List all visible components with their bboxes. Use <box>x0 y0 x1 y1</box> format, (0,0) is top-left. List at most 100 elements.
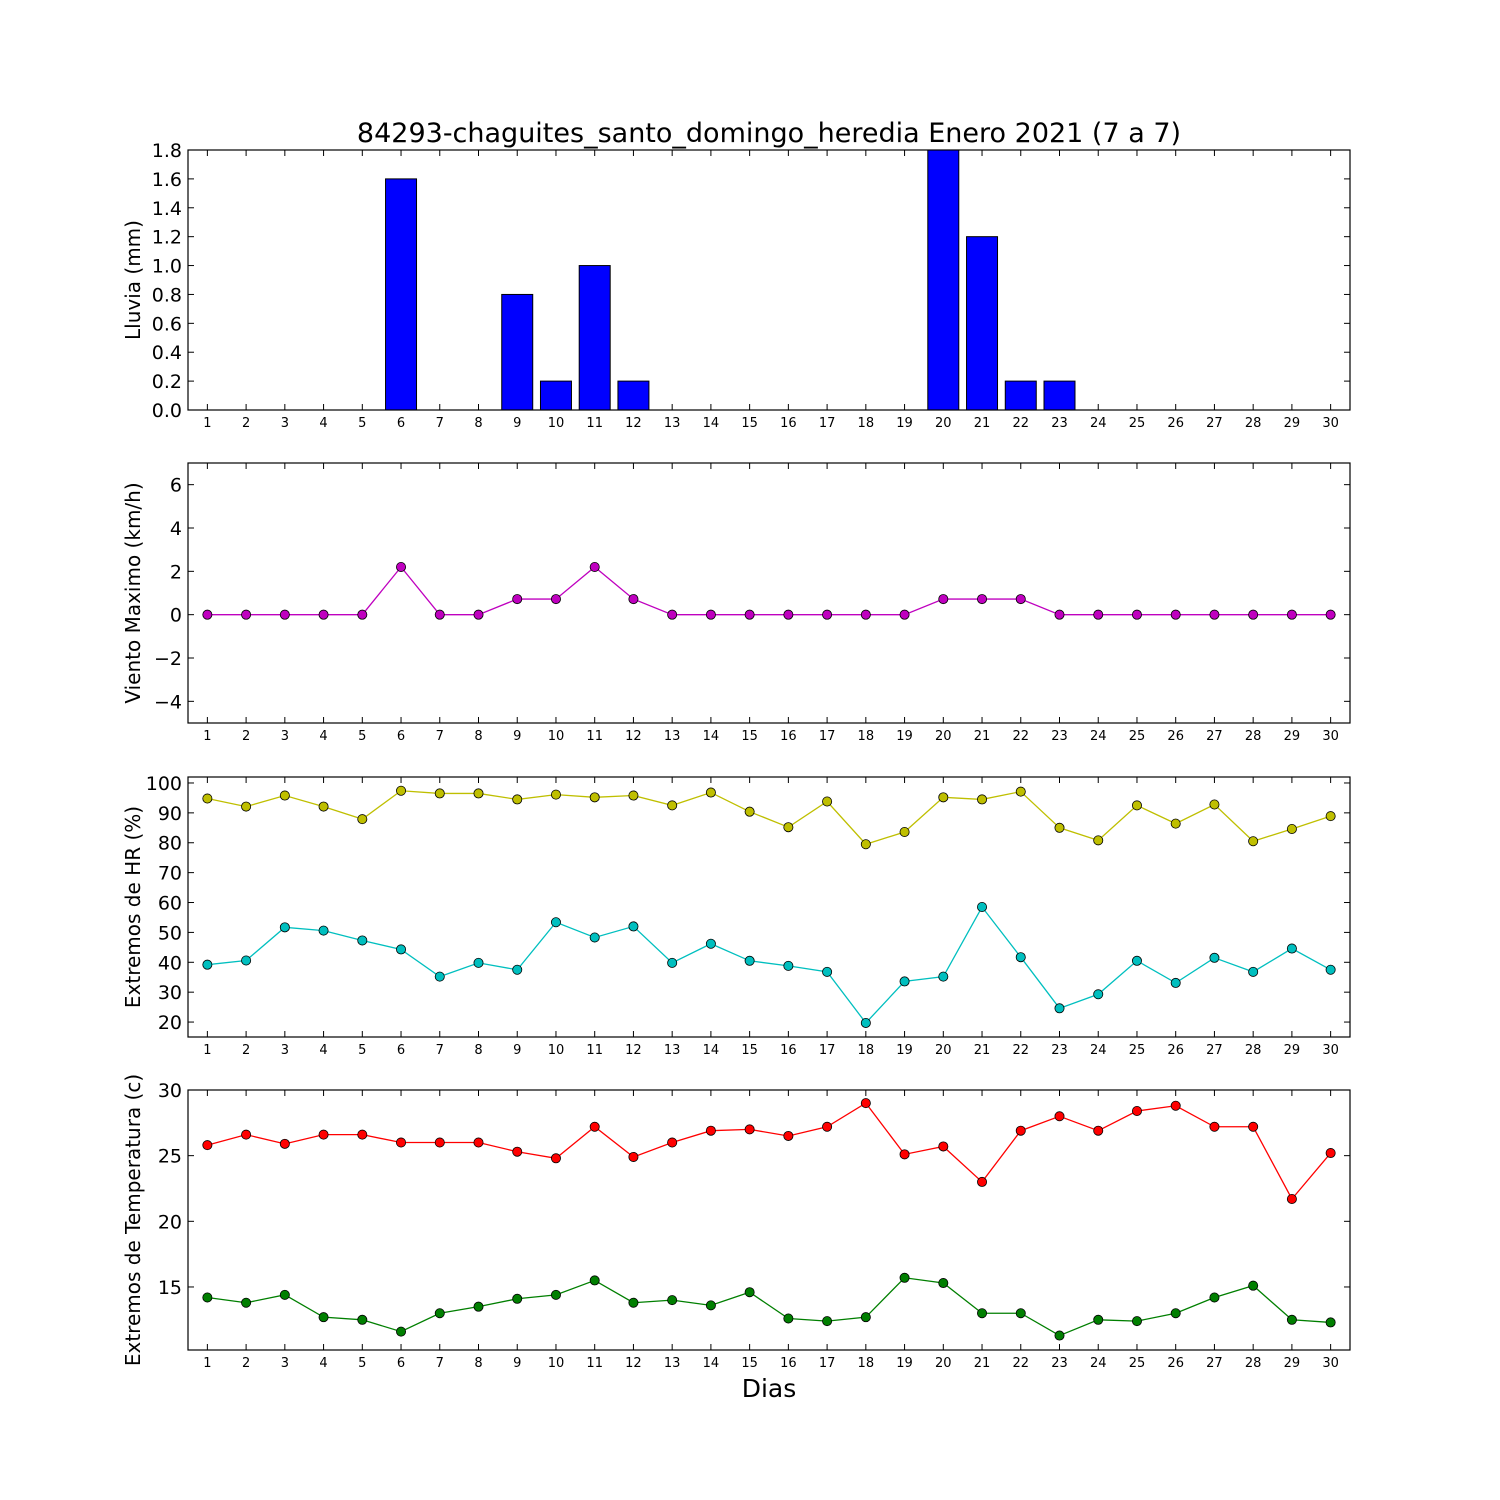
x-tick-label: 30 <box>1322 1043 1339 1058</box>
point-day-30 <box>1325 811 1336 822</box>
panel-1: 0.00.20.40.60.81.01.21.41.61.81 2 3 4 5 6 7 8 9 1… <box>121 140 1351 431</box>
point-day-2 <box>241 955 252 966</box>
point-day-27 <box>1209 609 1220 620</box>
x-tick-label: 14 <box>703 1356 720 1371</box>
x-tick-label: 11 <box>586 1356 603 1371</box>
point-day-28 <box>1248 609 1259 620</box>
point-day-7 <box>434 609 445 620</box>
x-tick-label: 17 <box>819 1356 836 1371</box>
point-day-16 <box>783 609 794 620</box>
point-day-20 <box>938 792 949 803</box>
x-tick-label: 16 <box>780 1043 797 1058</box>
y-tick-label: 25 <box>158 1146 182 1168</box>
point-day-6 <box>396 944 407 955</box>
point-day-19 <box>899 1149 910 1160</box>
x-tick-label: 20 <box>935 729 952 744</box>
point-day-17 <box>822 609 833 620</box>
x-tick-label: 29 <box>1284 729 1301 744</box>
x-tick-label: 2 <box>242 729 250 744</box>
point-day-15 <box>744 955 755 966</box>
point-day-13 <box>667 957 678 968</box>
point-day-2 <box>241 609 252 620</box>
point-day-20 <box>938 1141 949 1152</box>
x-tick-label: 12 <box>625 729 642 744</box>
point-day-19 <box>899 826 910 837</box>
point-day-3 <box>279 609 290 620</box>
y-axis-label: Viento Maximo (km/h) <box>121 482 145 703</box>
point-day-30 <box>1325 1317 1336 1328</box>
point-day-28 <box>1248 1121 1259 1132</box>
point-day-23 <box>1054 822 1065 833</box>
x-tick-label: 5 <box>358 1043 366 1058</box>
point-day-10 <box>550 594 561 605</box>
point-day-21 <box>977 794 988 805</box>
x-tick-label: 8 <box>474 1043 482 1058</box>
x-tick-label: 25 <box>1129 729 1146 744</box>
x-tick-label: 19 <box>896 416 913 431</box>
x-tick-label: 15 <box>741 416 758 431</box>
x-tick-label: 19 <box>896 729 913 744</box>
x-tick-label: 15 <box>741 1043 758 1058</box>
point-day-2 <box>241 1129 252 1140</box>
x-tick-label: 15 <box>741 729 758 744</box>
point-day-26 <box>1170 609 1181 620</box>
point-day-13 <box>667 1137 678 1148</box>
x-tick-label: 8 <box>474 729 482 744</box>
y-tick-label: 6 <box>170 475 182 497</box>
point-day-24 <box>1093 835 1104 846</box>
x-tick-label: 16 <box>780 416 797 431</box>
point-day-16 <box>783 822 794 833</box>
point-day-11 <box>589 1275 600 1286</box>
x-tick-label: 6 <box>397 1043 405 1058</box>
point-day-12 <box>628 594 639 605</box>
point-day-25 <box>1131 955 1142 966</box>
point-day-25 <box>1131 800 1142 811</box>
point-day-21 <box>977 1176 988 1187</box>
x-tick-label: 27 <box>1206 1356 1223 1371</box>
x-tick-label: 18 <box>858 1356 875 1371</box>
point-day-24 <box>1093 1125 1104 1136</box>
x-tick-label: 3 <box>281 1043 289 1058</box>
x-tick-label: 1 <box>203 729 211 744</box>
x-tick-label: 23 <box>1051 1043 1068 1058</box>
point-day-21 <box>977 902 988 913</box>
y-tick-label: 1.0 <box>152 256 182 278</box>
point-day-30 <box>1325 609 1336 620</box>
axes-frame <box>187 1089 1351 1351</box>
x-tick-label: 13 <box>664 1043 681 1058</box>
x-tick-label: 21 <box>974 416 991 431</box>
point-day-26 <box>1170 1100 1181 1111</box>
x-tick-label: 25 <box>1129 416 1146 431</box>
y-tick-label: 20 <box>158 1211 182 1233</box>
point-day-27 <box>1209 1292 1220 1303</box>
x-tick-label: 30 <box>1322 1356 1339 1371</box>
point-day-22 <box>1015 1125 1026 1136</box>
x-tick-label: 22 <box>1012 1356 1029 1371</box>
x-tick-label: 18 <box>858 416 875 431</box>
point-day-9 <box>512 1293 523 1304</box>
point-day-14 <box>705 1125 716 1136</box>
y-tick-label: 100 <box>146 773 182 795</box>
point-day-30 <box>1325 1148 1336 1159</box>
point-day-29 <box>1286 943 1297 954</box>
point-day-10 <box>550 917 561 928</box>
x-tick-label: 16 <box>780 729 797 744</box>
point-day-4 <box>318 1129 329 1140</box>
point-day-17 <box>822 796 833 807</box>
y-tick-label: 4 <box>170 518 182 540</box>
x-tick-label: 8 <box>474 1356 482 1371</box>
x-tick-label: 27 <box>1206 416 1223 431</box>
x-tick-label: 9 <box>513 416 521 431</box>
y-axis-label: Extremos de Temperatura (c) <box>121 1074 145 1366</box>
point-day-9 <box>512 794 523 805</box>
point-day-23 <box>1054 1330 1065 1341</box>
series-line-2 <box>207 1277 1331 1337</box>
x-tick-label: 19 <box>896 1043 913 1058</box>
point-day-10 <box>550 1289 561 1300</box>
y-tick-label: 1.2 <box>152 227 182 249</box>
point-day-24 <box>1093 609 1104 620</box>
point-day-12 <box>628 1297 639 1308</box>
series-line-1 <box>207 790 1331 845</box>
